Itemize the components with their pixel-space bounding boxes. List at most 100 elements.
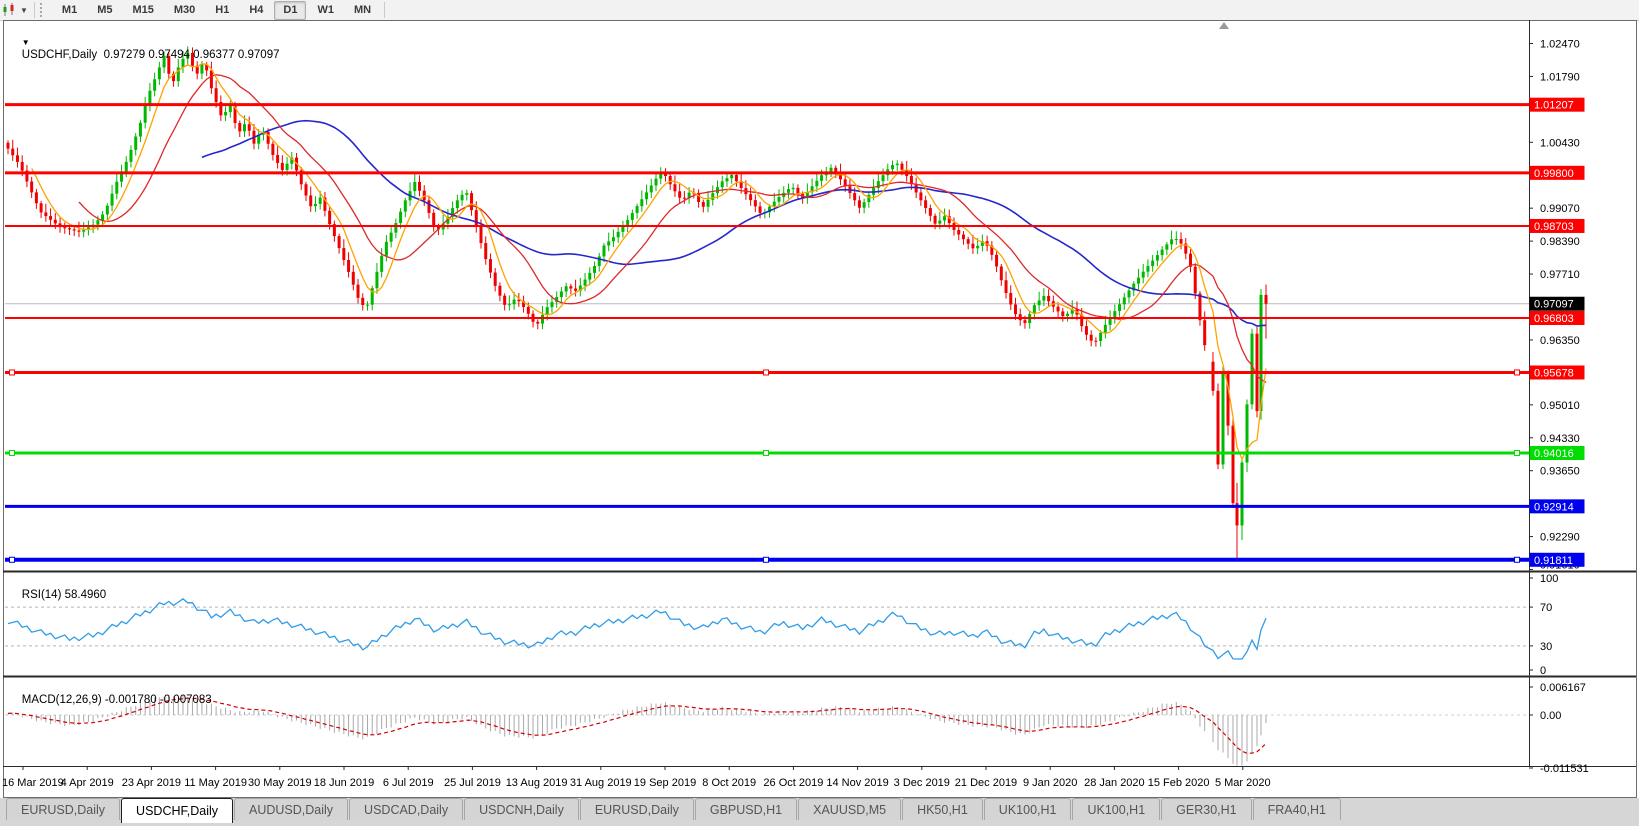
toolbar-grip — [39, 3, 47, 17]
svg-text:1.02470: 1.02470 — [1540, 38, 1580, 50]
svg-text:1.01790: 1.01790 — [1540, 71, 1580, 83]
chart-tab-uk100-h1[interactable]: UK100,H1 — [983, 798, 1072, 820]
chart-tab-label: GBPUSD,H1 — [709, 802, 783, 817]
svg-text:0.94016: 0.94016 — [1534, 448, 1574, 460]
ma-fast-line — [31, 63, 1267, 461]
chart-tab-label: USDCHF,Daily — [136, 804, 218, 818]
svg-text:0.92290: 0.92290 — [1540, 532, 1580, 544]
chart-tab-ger30-h1[interactable]: GER30,H1 — [1161, 798, 1252, 820]
hline-handle[interactable] — [763, 369, 769, 376]
ohlc-low: 0.96377 — [193, 49, 235, 61]
date-label: 6 Jul 2019 — [383, 777, 434, 789]
chart-tab-label: USDCNH,Daily — [479, 802, 564, 817]
chart-tab-label: USDCAD,Daily — [364, 802, 449, 817]
svg-text:0.98703: 0.98703 — [1534, 221, 1574, 233]
date-label: 19 Sep 2019 — [634, 777, 696, 789]
svg-text:0.91811: 0.91811 — [1534, 555, 1573, 567]
timeframe-button-d1[interactable]: D1 — [274, 0, 307, 20]
date-label: 18 Jun 2019 — [314, 777, 375, 789]
timeframe-button-m30[interactable]: M30 — [173, 3, 196, 16]
hline-handle[interactable] — [763, 449, 769, 456]
date-label: 31 Aug 2019 — [570, 777, 632, 789]
price-badge-0.97097 — [1529, 296, 1585, 311]
price-badge-1.01207 — [1529, 97, 1585, 112]
svg-text:0.98390: 0.98390 — [1540, 236, 1580, 248]
timeframe-button-m1[interactable]: M1 — [61, 3, 78, 16]
date-label: 21 Dec 2019 — [955, 777, 1017, 789]
ma-mid-line — [78, 74, 1267, 383]
svg-text:1.01207: 1.01207 — [1534, 100, 1574, 112]
chart-tab-xauusd-m5[interactable]: XAUUSD,M5 — [798, 798, 902, 820]
date-label: 15 Feb 2020 — [1148, 777, 1210, 789]
chart-type-dropdown-caret-icon[interactable]: ▼ — [20, 5, 28, 15]
chart-tab-eurusd-daily[interactable]: EURUSD,Daily — [6, 798, 121, 820]
date-label: 16 Mar 2019 — [2, 777, 64, 789]
collapse-caret-icon[interactable]: ▼ — [21, 38, 30, 47]
hline-handle[interactable] — [1514, 556, 1520, 563]
svg-text:0.95010: 0.95010 — [1540, 400, 1580, 412]
timeframe-button-m15[interactable]: M15 — [132, 3, 154, 16]
hline-handle[interactable] — [763, 556, 769, 563]
hline-handle[interactable] — [9, 369, 15, 376]
timeframe-button-mn[interactable]: MN — [353, 3, 372, 16]
date-label: 8 Oct 2019 — [702, 777, 756, 789]
date-label: 3 Dec 2019 — [894, 777, 950, 789]
chart-tab-gbpusd-h1[interactable]: GBPUSD,H1 — [694, 798, 798, 820]
date-label: 13 Aug 2019 — [506, 777, 568, 789]
chart-tab-label: XAUUSD,M5 — [813, 802, 887, 817]
timeframe-button-m5[interactable]: M5 — [97, 3, 113, 16]
chart-tab-eurusd-daily[interactable]: EURUSD,Daily — [579, 798, 694, 820]
price-badge-0.91811 — [1529, 552, 1585, 567]
macd-axis-tick: 0.00 — [1540, 710, 1561, 722]
price-badge-0.99800 — [1529, 165, 1585, 180]
svg-text:0.93650: 0.93650 — [1540, 466, 1580, 478]
hline-handle[interactable] — [1514, 449, 1520, 456]
chart-tab-label: EURUSD,Daily — [594, 802, 679, 817]
macd-signal-line — [7, 697, 1267, 754]
chart-tab-label: HK50,H1 — [917, 802, 968, 817]
chart-shift-marker-icon[interactable] — [1219, 22, 1229, 29]
chart-tab-hk50-h1[interactable]: HK50,H1 — [902, 798, 983, 820]
chart-canvas[interactable]: 1.02470 1.01790 1.00430 0.99070 0.98390 0.977… — [0, 0, 1639, 798]
svg-text:0.96350: 0.96350 — [1540, 335, 1580, 347]
chart-tab-label: EURUSD,Daily — [21, 802, 106, 817]
candlestick-chart-icon[interactable] — [1, 2, 19, 18]
timeframe-button-h1[interactable]: H1 — [215, 3, 230, 16]
chart-tab-label: FRA40,H1 — [1267, 802, 1326, 817]
hline-handle[interactable] — [1514, 369, 1520, 376]
rsi-axis-tick: 0 — [1540, 665, 1546, 677]
date-label: 5 Mar 2020 — [1215, 777, 1271, 789]
chart-title: ▼ USDCHF,Daily 0.97279 0.97494 0.96377 0… — [9, 25, 280, 73]
chart-tab-uk100-h1[interactable]: UK100,H1 — [1072, 798, 1161, 820]
chart-tab-audusd-daily[interactable]: AUDUSD,Daily — [234, 798, 349, 820]
chart-tab-label: AUDUSD,Daily — [249, 802, 334, 817]
toolbar-separator — [384, 2, 386, 18]
date-label: 25 Jul 2019 — [444, 777, 501, 789]
macd-axis-tick: -0.011531 — [1540, 763, 1589, 775]
chart-tab-label: GER30,H1 — [1176, 802, 1237, 817]
chart-tab-usdchf-daily[interactable]: USDCHF,Daily — [121, 798, 233, 823]
date-label: 14 Nov 2019 — [826, 777, 888, 789]
rsi-axis-tick: 100 — [1540, 573, 1558, 585]
date-label: 4 Apr 2019 — [61, 777, 114, 789]
timeframe-button-h4[interactable]: H4 — [249, 3, 264, 16]
chart-window-frame — [3, 20, 1637, 798]
price-badge-0.98703 — [1529, 218, 1585, 233]
hline-handle[interactable] — [9, 556, 15, 563]
svg-text:0.97710: 0.97710 — [1540, 269, 1580, 281]
macd-axis-tick: 0.006167 — [1540, 682, 1586, 694]
chart-tab-usdcad-daily[interactable]: USDCAD,Daily — [349, 798, 464, 820]
hline-handle[interactable] — [9, 449, 15, 456]
chart-tab-fra40-h1[interactable]: FRA40,H1 — [1252, 798, 1341, 820]
chart-symbol-period: USDCHF,Daily — [21, 49, 98, 61]
date-label: 9 Jan 2020 — [1023, 777, 1077, 789]
date-label: 11 May 2019 — [184, 777, 247, 789]
timeframe-button-w1[interactable]: W1 — [317, 3, 334, 16]
rsi-axis-tick: 70 — [1540, 602, 1552, 614]
chart-tab-usdcnh-daily[interactable]: USDCNH,Daily — [464, 798, 579, 820]
rsi-axis-tick: 30 — [1540, 641, 1552, 653]
chart-tab-bar: EURUSD,Daily USDCHF,Daily AUDUSD,Daily USDC… — [0, 798, 1639, 826]
ohlc-high: 0.97494 — [148, 49, 190, 61]
